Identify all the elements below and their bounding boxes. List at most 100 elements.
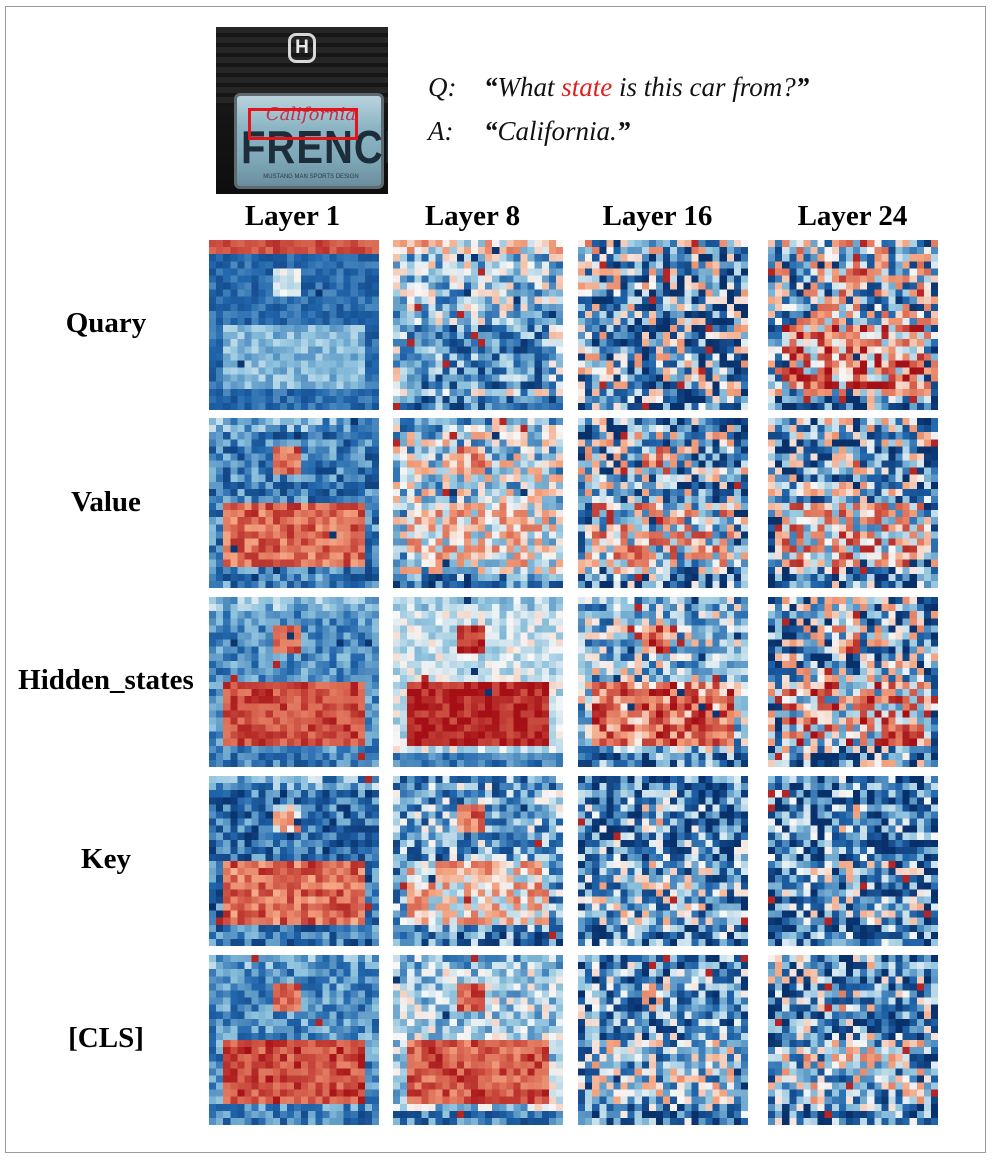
heatmap-cell <box>414 503 422 511</box>
heatmap-cell <box>655 346 663 354</box>
heatmap-cell <box>670 374 678 382</box>
heatmap-cell <box>209 545 217 553</box>
heatmap-cell <box>499 395 507 403</box>
heatmap-cell <box>421 425 429 433</box>
heatmap-cell <box>578 282 586 290</box>
heatmap-cell <box>641 247 649 255</box>
heatmap-cell <box>407 367 415 375</box>
heatmap-cell <box>888 432 896 440</box>
heatmap-cell <box>663 503 671 511</box>
heatmap-cell <box>456 545 464 553</box>
heatmap-cell <box>592 381 600 389</box>
heatmap-cell <box>400 439 408 447</box>
heatmap-cell <box>485 467 493 475</box>
heatmap-cell <box>845 503 853 511</box>
heatmap-cell <box>663 332 671 340</box>
heatmap-cell <box>230 296 238 304</box>
heatmap-cell <box>782 282 790 290</box>
heatmap-cell <box>634 573 642 581</box>
heatmap-cell <box>684 510 692 518</box>
heatmap-cell <box>810 261 818 269</box>
heatmap-cell <box>315 268 323 276</box>
heatmap-cell <box>336 639 344 647</box>
heatmap-cell <box>435 339 443 347</box>
heatmap-cell <box>421 495 429 503</box>
heatmap-cell <box>578 317 586 325</box>
heatmap-cell <box>237 495 245 503</box>
heatmap-cell <box>343 282 351 290</box>
heatmap-cell <box>251 646 259 654</box>
heatmap-cell <box>357 388 365 396</box>
heatmap-cell <box>400 374 408 382</box>
heatmap-cell <box>265 597 273 605</box>
heatmap-cell <box>470 545 478 553</box>
heatmap-cell <box>853 453 861 461</box>
heatmap-cell <box>456 467 464 475</box>
heatmap-cell <box>315 360 323 368</box>
heatmap-cell <box>485 559 493 567</box>
heatmap-cell <box>322 381 330 389</box>
heatmap-cell <box>698 395 706 403</box>
heatmap-cell <box>350 531 358 539</box>
heatmap-cell <box>817 240 825 248</box>
heatmap-cell <box>435 381 443 389</box>
heatmap-cell <box>670 275 678 283</box>
heatmap-cell <box>308 310 316 318</box>
heatmap-cell <box>478 332 486 340</box>
heatmap-cell <box>329 552 337 560</box>
heatmap-cell <box>421 268 429 276</box>
heatmap-cell <box>371 517 379 525</box>
heatmap-cell <box>492 353 500 361</box>
heatmap-cell <box>606 510 614 518</box>
heatmap-cell <box>534 325 542 333</box>
heatmap-cell <box>803 439 811 447</box>
heatmap-cell <box>272 632 280 640</box>
heatmap-cell <box>286 538 294 546</box>
heatmap-cell <box>733 332 741 340</box>
heatmap-cell <box>585 545 593 553</box>
heatmap-cell <box>322 517 330 525</box>
car-emblem: H <box>288 33 316 63</box>
heatmap-cell <box>768 524 776 532</box>
heatmap-cell <box>555 566 563 574</box>
heatmap-cell <box>364 261 372 269</box>
heatmap-cell <box>895 453 903 461</box>
heatmap-cell <box>209 660 217 668</box>
heatmap-cell <box>895 282 903 290</box>
heatmap-cell <box>691 317 699 325</box>
heatmap-cell <box>867 439 875 447</box>
heatmap-cell <box>641 296 649 304</box>
heatmap-cell <box>428 388 436 396</box>
heatmap-cell <box>499 254 507 262</box>
heatmap-cell <box>286 488 294 496</box>
heatmap-cell <box>350 453 358 461</box>
heatmap-cell <box>393 488 401 496</box>
heatmap-cell <box>470 467 478 475</box>
heatmap-cell <box>449 310 457 318</box>
heatmap-cell <box>230 580 238 588</box>
heatmap-cell <box>895 261 903 269</box>
heatmap-cell <box>364 674 372 682</box>
heatmap-cell <box>308 573 316 581</box>
heatmap-cell <box>670 439 678 447</box>
heatmap-cell <box>223 646 231 654</box>
heatmap-cell <box>817 460 825 468</box>
heatmap-cell <box>435 282 443 290</box>
heatmap-cell <box>223 660 231 668</box>
heatmap-cell <box>684 261 692 269</box>
heatmap-cell <box>648 488 656 496</box>
heatmap-cell <box>895 531 903 539</box>
heatmap-cell <box>648 254 656 262</box>
heatmap-cell <box>258 660 266 668</box>
heatmap-cell <box>705 332 713 340</box>
heatmap-cell <box>322 495 330 503</box>
heatmap-cell <box>499 261 507 269</box>
heatmap-cell <box>485 310 493 318</box>
heatmap-cell <box>350 460 358 468</box>
heatmap-cell <box>279 402 287 410</box>
heatmap-cell <box>470 275 478 283</box>
heatmap-cell <box>663 296 671 304</box>
heatmap-cell <box>670 559 678 567</box>
heatmap-cell <box>733 566 741 574</box>
heatmap-cell <box>258 425 266 433</box>
